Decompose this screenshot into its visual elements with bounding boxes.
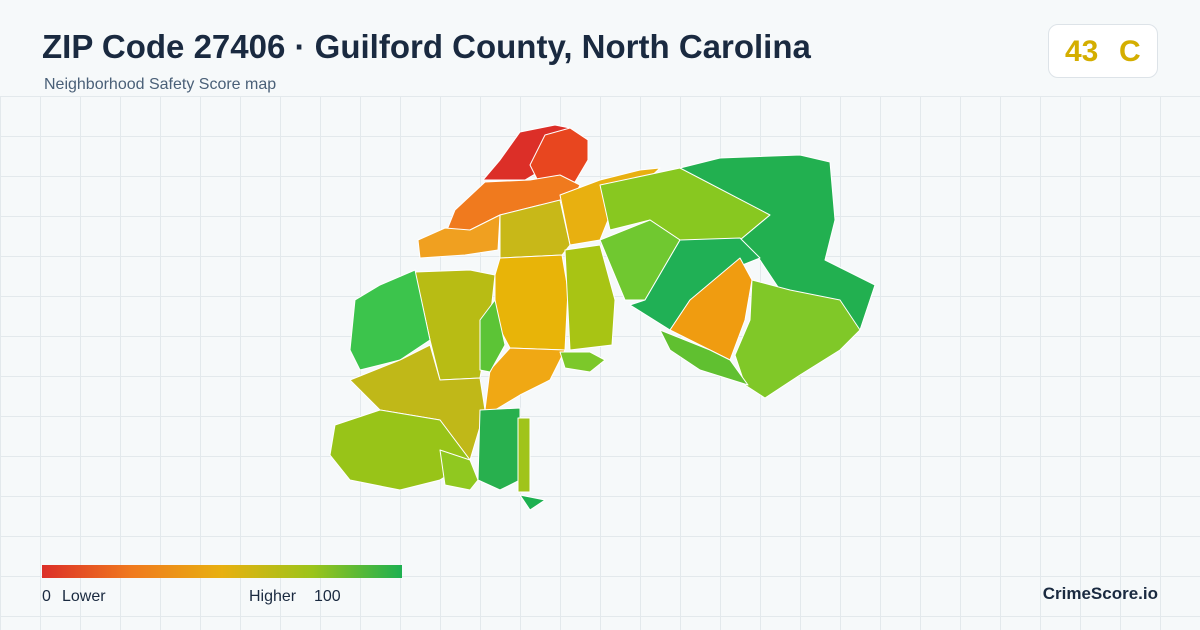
title: ZIP Code 27406 · Guilford County, North … [42, 28, 811, 65]
header [0, 0, 1200, 96]
score: 43 [1065, 35, 1099, 68]
grade: C [1119, 35, 1141, 68]
legend-min: 0 [42, 588, 51, 605]
brand: CrimeScore.io [1042, 584, 1158, 603]
subtitle: Neighborhood Safety Score map [44, 76, 277, 93]
score-box: 43 C [1048, 24, 1158, 78]
legend-min-label: Lower [62, 588, 106, 605]
legend-bar [42, 565, 402, 578]
legend-max-label: Higher [249, 588, 297, 605]
legend-max: 100 [314, 588, 341, 605]
